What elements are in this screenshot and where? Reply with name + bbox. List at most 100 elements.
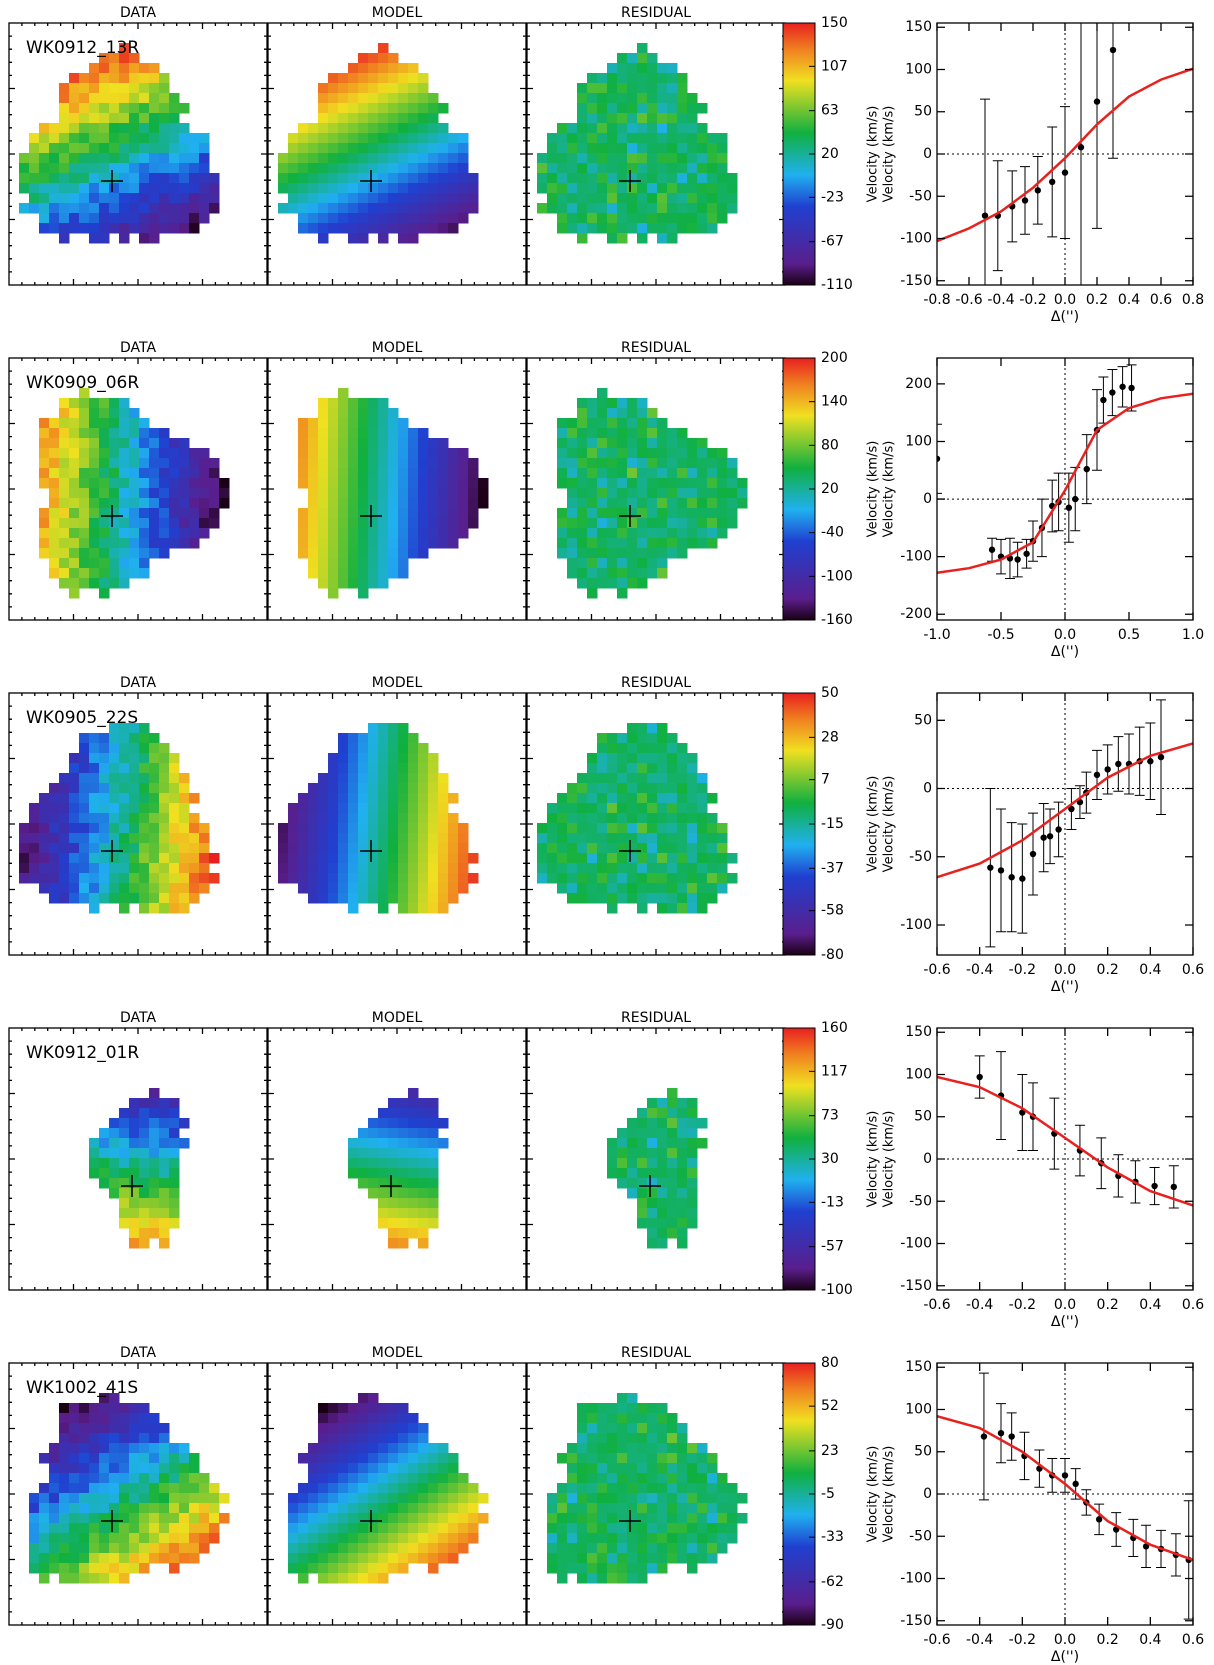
map-pixel (587, 93, 598, 104)
map-pixel (557, 223, 568, 234)
map-pixel (697, 843, 708, 854)
map-pixel (677, 123, 688, 134)
map-pixel (59, 233, 70, 244)
map-pixel (189, 893, 200, 904)
map-pixel (667, 903, 678, 914)
map-pixel (139, 1463, 150, 1474)
map-pixel (338, 823, 349, 834)
map-pixel (637, 83, 648, 94)
map-pixel (338, 103, 349, 114)
map-pixel (627, 743, 638, 754)
frame-tick (9, 693, 267, 955)
map-pixel (69, 83, 80, 94)
map-pixel (428, 1503, 439, 1514)
map-pixel (69, 1523, 80, 1534)
map-pixel (119, 1443, 130, 1454)
map-pixel (358, 1503, 369, 1514)
map-pixel (378, 173, 389, 184)
map-pixel (667, 73, 678, 84)
map-pixel (637, 73, 648, 84)
map-pixel (159, 753, 170, 764)
map-pixel (159, 123, 170, 134)
map-pixel (597, 418, 608, 429)
map-pixel (99, 1493, 110, 1504)
map-pixel (159, 448, 170, 459)
frame-tick (527, 693, 785, 955)
map-pixel (99, 1128, 110, 1139)
frame-tick (527, 358, 785, 620)
map-pixel (607, 1148, 618, 1159)
map-pixel (667, 63, 678, 74)
map-pixel (418, 1118, 429, 1129)
map-pixel (149, 803, 160, 814)
map-pixel (617, 83, 628, 94)
map-pixel (398, 1198, 409, 1209)
map-pixel (368, 873, 379, 884)
frame-tick (268, 358, 526, 620)
map-pixel (179, 123, 190, 134)
map-pixel (79, 743, 90, 754)
map-pixel (79, 548, 90, 559)
map-pixel (59, 173, 70, 184)
map-pixel (637, 803, 648, 814)
map-pixel (388, 783, 399, 794)
map-pixel (29, 153, 40, 164)
map-pixel (587, 203, 598, 214)
map-pixel (199, 1533, 210, 1544)
map-pixel (338, 143, 349, 154)
map-pixel (647, 1513, 658, 1524)
map-pixel (547, 873, 558, 884)
map-pixel (597, 1433, 608, 1444)
map-pixel (119, 1198, 130, 1209)
map-pixel (99, 448, 110, 459)
map-pixel (159, 803, 170, 814)
map-pixel (727, 508, 738, 519)
map-pixel (627, 1188, 638, 1199)
map-pixel (428, 773, 439, 784)
map-pixel (119, 478, 130, 489)
map-pixel (328, 458, 339, 469)
frame-tick (9, 1028, 267, 1290)
map-pixel (328, 1443, 339, 1454)
map-pixel (79, 498, 90, 509)
map-pixel (647, 813, 658, 824)
map-pixel (637, 103, 648, 114)
map-pixel (288, 873, 299, 884)
map-pixel (59, 1433, 70, 1444)
map-pixel (597, 163, 608, 174)
map-pixel (637, 548, 648, 559)
map-pixel (378, 1573, 389, 1584)
map-pixel (418, 743, 429, 754)
map-pixel (547, 803, 558, 814)
map-pixel (577, 83, 588, 94)
map-pixel (567, 448, 578, 459)
map-pixel (707, 1473, 718, 1484)
map-pixel (169, 213, 180, 224)
map-pixel (408, 488, 419, 499)
data-point (987, 864, 994, 871)
map-pixel (418, 73, 429, 84)
map-pixel (398, 223, 409, 234)
map-pixel (69, 1453, 80, 1464)
map-pixel (328, 213, 339, 224)
frame-tick (9, 693, 267, 955)
frame-tick (9, 1028, 267, 1290)
map-pixel (69, 1463, 80, 1474)
map-pixel (388, 1238, 399, 1249)
map-pixel (617, 93, 628, 104)
map-pixel (697, 478, 708, 489)
galaxy-name: WK0912_01R (26, 1043, 139, 1063)
map-pixel (378, 753, 389, 764)
map-pixel (109, 843, 120, 854)
map-pixel (288, 1533, 299, 1544)
frame-tick (268, 693, 526, 955)
map-pixel (348, 1543, 359, 1554)
map-pixel (567, 538, 578, 549)
map-pixel (657, 498, 668, 509)
map-pixel (79, 143, 90, 154)
map-pixel (647, 478, 658, 489)
map-pixel (109, 93, 120, 104)
map-pixel (468, 1513, 479, 1524)
map-pixel (627, 733, 638, 744)
colorbar-tick-label: -23 (821, 189, 844, 205)
